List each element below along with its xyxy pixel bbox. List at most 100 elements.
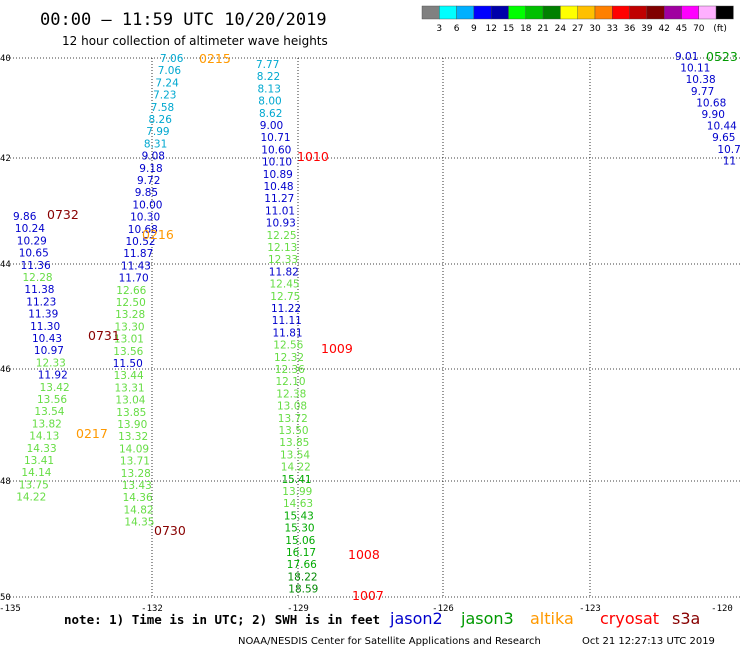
wave-height-value: 10.89 bbox=[263, 169, 293, 181]
wave-height-value: 11 bbox=[723, 155, 736, 167]
wave-height-value: 11.43 bbox=[121, 260, 151, 272]
latitude-tick-label: 46 bbox=[0, 365, 11, 375]
wave-height-value: 12.28 bbox=[23, 272, 53, 284]
wave-height-value: 7.23 bbox=[153, 90, 176, 102]
wave-height-value: 11.23 bbox=[26, 296, 56, 308]
credit-line: NOAA/NESDIS Center for Satellite Applica… bbox=[238, 636, 541, 647]
legend-label: 70 bbox=[693, 24, 705, 34]
legend-swatch bbox=[629, 5, 648, 20]
satellite-legend: jason2 jason3 altika cryosat s3a bbox=[389, 609, 700, 628]
wave-height-value: 9.08 bbox=[142, 151, 165, 163]
wave-height-value: 10.43 bbox=[32, 333, 62, 345]
wave-height-value: 14.63 bbox=[283, 498, 313, 510]
wave-height-value: 7.06 bbox=[158, 65, 182, 77]
wave-height-value: 13.28 bbox=[115, 309, 145, 321]
satellite-label-jason2: jason2 bbox=[389, 609, 443, 628]
wave-height-value: 11.50 bbox=[113, 358, 143, 370]
time-0731: 0731 bbox=[88, 328, 120, 343]
wave-height-value: 7.06 bbox=[160, 53, 184, 65]
wave-height-value: 8.26 bbox=[149, 114, 173, 126]
wave-height-value: 14.82 bbox=[124, 504, 154, 516]
wave-height-value: 10.10 bbox=[262, 157, 292, 169]
lat-lon-grid: 40 42 44 46 48 50-135 -132 -129 -126 -123 -120 bbox=[0, 54, 740, 614]
wave-height-value: 14.14 bbox=[21, 467, 51, 479]
wave-height-value: 10.44 bbox=[707, 121, 737, 133]
wave-height-value: 11.22 bbox=[271, 303, 301, 315]
longitude-tick-label: -123 bbox=[579, 604, 601, 614]
wave-height-value: 7.99 bbox=[146, 126, 169, 138]
wave-height-value: 16.17 bbox=[286, 547, 316, 559]
wave-height-value: 12.56 bbox=[273, 340, 303, 352]
latitude-tick-label: 44 bbox=[0, 260, 11, 270]
wave-height-value: 18.59 bbox=[288, 584, 318, 596]
legend-swatch bbox=[698, 5, 717, 20]
wave-height-value: 13.30 bbox=[115, 321, 145, 333]
legend-label: 45 bbox=[676, 24, 687, 34]
legend-swatch bbox=[646, 5, 665, 20]
track-0215: 7.067.067.247.237.588.267.998.319.089.18… bbox=[113, 51, 231, 529]
wave-height-value: 14.13 bbox=[29, 431, 59, 443]
wave-height-value: 12.36 bbox=[275, 364, 305, 376]
longitude-tick-label: -120 bbox=[711, 604, 733, 614]
legend-swatch bbox=[473, 5, 492, 20]
latitude-tick-label: 42 bbox=[0, 154, 11, 164]
pass-time-label: 1010 bbox=[297, 149, 329, 164]
wave-height-value: 13.28 bbox=[121, 468, 151, 480]
wave-height-value: 13.56 bbox=[113, 346, 143, 358]
legend-label: 36 bbox=[624, 24, 636, 34]
longitude-tick-label: -129 bbox=[287, 604, 309, 614]
longitude-tick-label: -126 bbox=[432, 604, 454, 614]
time-0730: 0730 bbox=[154, 523, 186, 538]
wave-height-value: 9.65 bbox=[712, 132, 735, 144]
legend-swatch bbox=[491, 5, 509, 20]
wave-height-value: 12.33 bbox=[268, 254, 298, 266]
wave-height-value: 9.01 bbox=[675, 51, 698, 63]
legend-swatch bbox=[681, 5, 699, 20]
track-0732: 9.8610.2410.2910.6511.3612.2811.3811.231… bbox=[13, 207, 79, 504]
wave-height-value: 9.86 bbox=[13, 211, 37, 223]
wave-height-value: 11.81 bbox=[273, 327, 303, 339]
wave-height-value: 14.22 bbox=[281, 462, 311, 474]
wave-height-value: 10.93 bbox=[266, 218, 296, 230]
longitude-tick-label: -132 bbox=[141, 604, 163, 614]
wave-height-value: 15.30 bbox=[285, 523, 315, 535]
wave-height-value: 10.71 bbox=[261, 132, 291, 144]
wave-height-value: 9.00 bbox=[260, 120, 283, 132]
wave-height-value: 12.13 bbox=[267, 242, 297, 254]
legend-swatch bbox=[439, 5, 457, 20]
satellite-label-cryosat: cryosat bbox=[600, 609, 659, 628]
legend-label: 15 bbox=[503, 24, 514, 34]
wave-height-value: 12.33 bbox=[36, 357, 66, 369]
wave-height-value: 10.52 bbox=[126, 236, 156, 248]
wave-height-value: 12.38 bbox=[276, 388, 306, 400]
legend-swatch bbox=[664, 5, 682, 20]
wave-height-value: 11.11 bbox=[272, 315, 302, 327]
wave-height-value: 10.48 bbox=[264, 181, 294, 193]
time-0217: 0217 bbox=[76, 426, 108, 441]
wave-height-value: 10.38 bbox=[686, 74, 716, 86]
track-1010: 7.778.228.138.008.629.0010.7110.6010.101… bbox=[256, 59, 329, 596]
wave-height-value: 7.58 bbox=[151, 102, 174, 114]
wave-height-value: 11.38 bbox=[24, 284, 54, 296]
wave-height-value: 7.24 bbox=[155, 77, 179, 89]
wave-height-value: 10.30 bbox=[130, 212, 160, 224]
wave-height-value: 10.65 bbox=[19, 248, 49, 260]
legend-label: 21 bbox=[537, 24, 548, 34]
wave-height-value: 12.25 bbox=[267, 230, 297, 242]
wave-height-value: 11.82 bbox=[269, 266, 299, 278]
wave-height-value: 12.45 bbox=[270, 279, 300, 291]
wave-height-value: 14.22 bbox=[16, 492, 46, 504]
wave-height-value: 13.85 bbox=[279, 437, 309, 449]
legend-label: 27 bbox=[572, 24, 583, 34]
wave-height-value: 13.01 bbox=[114, 334, 144, 346]
legend-swatch bbox=[560, 5, 578, 20]
time-1007: 1007 bbox=[352, 588, 384, 603]
legend-swatch bbox=[456, 5, 475, 20]
time-1008: 1008 bbox=[348, 547, 380, 562]
wave-height-value: 11.87 bbox=[123, 248, 153, 260]
wave-height-value: 10.24 bbox=[15, 223, 45, 235]
wave-height-value: 10.7 bbox=[717, 144, 740, 156]
time-0216: 0216 bbox=[142, 227, 174, 242]
